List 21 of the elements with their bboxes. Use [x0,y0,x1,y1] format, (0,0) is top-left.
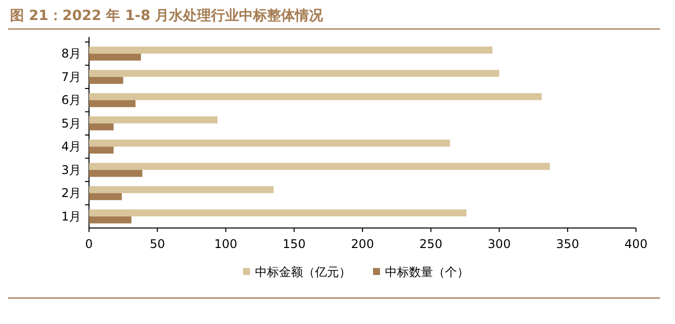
x-tick-label: 300 [488,237,511,251]
y-tick-label: 8月 [61,46,81,61]
x-tick-label: 350 [556,237,580,251]
plot: 8月 7月 6月 5月 4月 3月 2月 1月 0 50 100 150 200 250 300 350 400 [61,36,648,251]
title: 图 21：2022 年 1-8 月水处理行业中标整体情况 [10,8,324,24]
legend-label: 中标金额（亿元） [255,265,351,279]
y-tick-label: 2月 [61,186,81,200]
x-tick-label: 0 [85,237,93,251]
y-tick-label: 1月 [61,209,81,224]
x-tick-label: 200 [351,237,374,251]
y-tick-label: 3月 [61,162,81,177]
x-tick-label: 150 [282,237,306,251]
y-tick-label: 6月 [61,93,81,108]
x-tick-label: 250 [419,237,442,251]
y-tick-label: 4月 [61,140,81,154]
x-tick-label: 400 [624,237,648,251]
y-tick-label: 5月 [61,116,81,130]
x-tick-label: 100 [214,237,238,251]
x-tick-label: 50 [150,237,166,251]
y-tick-label: 7月 [61,70,81,84]
legend-label: 中标数量（个） [385,265,469,279]
